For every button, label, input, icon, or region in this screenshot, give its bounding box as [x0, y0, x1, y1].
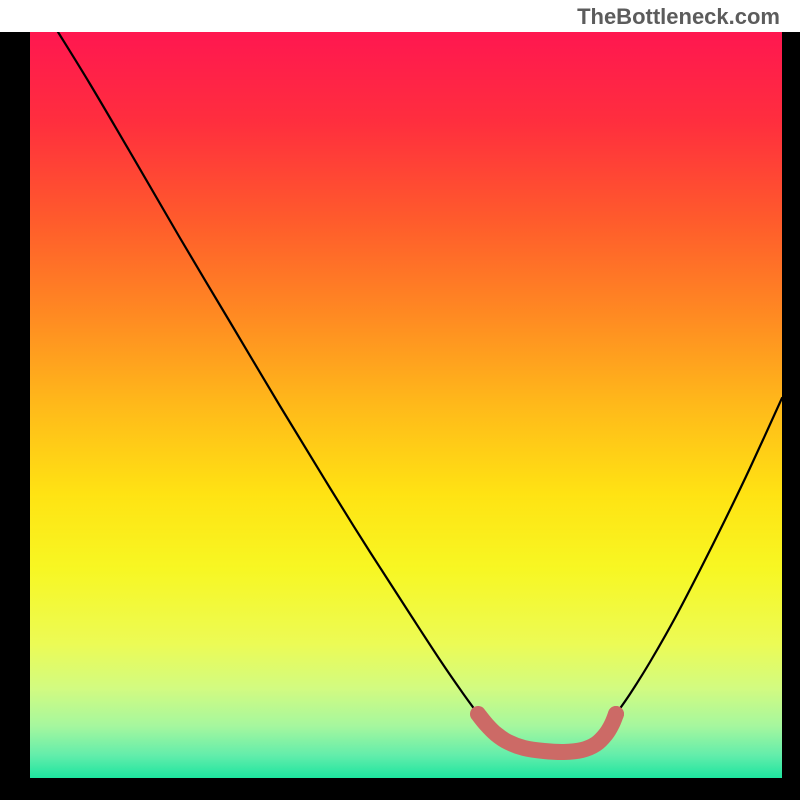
plot-area [30, 32, 782, 778]
frame-right-border [782, 32, 800, 800]
curve-layer [30, 32, 782, 778]
curve-left [58, 32, 478, 714]
curve-right [616, 398, 782, 714]
frame-bottom-border [30, 778, 782, 800]
frame-left-border [0, 32, 30, 800]
curve-bottom-highlight [478, 714, 616, 752]
watermark-text: TheBottleneck.com [577, 4, 780, 30]
highlight-end-dot [608, 706, 624, 722]
chart-frame: TheBottleneck.com [0, 0, 800, 800]
